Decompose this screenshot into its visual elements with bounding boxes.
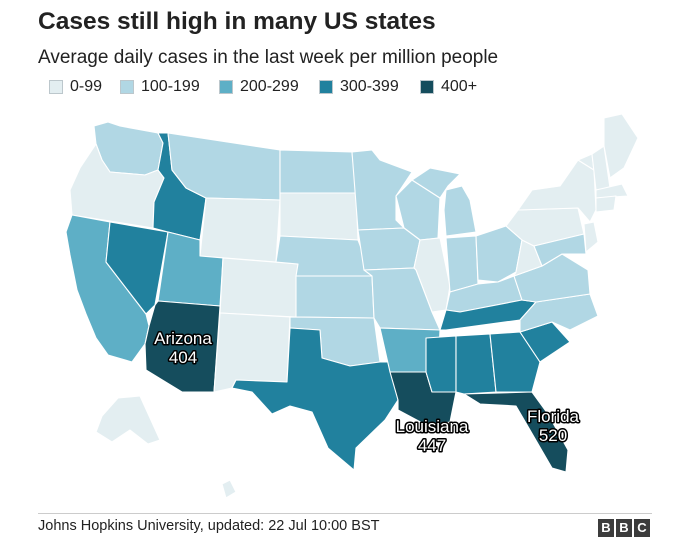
arizona-label-value: 404 (169, 348, 197, 367)
arizona-label-name: Arizona (154, 329, 212, 348)
state-nevada (105, 221, 169, 315)
chart-title: Cases still high in many US states (38, 8, 436, 35)
state-connecticut (595, 195, 617, 213)
state-texas (231, 327, 399, 471)
state-alaska (95, 395, 161, 445)
bbc-logo-letter-3: C (634, 519, 650, 537)
legend-swatch-300-399 (319, 80, 333, 94)
bbc-logo-letter-2: B (616, 519, 632, 537)
legend-swatch-200-299 (219, 80, 233, 94)
legend-swatch-0-99 (49, 80, 63, 94)
legend-swatch-400-plus (420, 80, 434, 94)
state-indiana (445, 235, 479, 293)
legend-label-100-199: 100-199 (141, 78, 200, 95)
bbc-logo-letter-1: B (598, 519, 614, 537)
legend-label-200-299: 200-299 (240, 78, 299, 95)
florida-label-value: 520 (539, 426, 567, 445)
legend-swatch-100-199 (120, 80, 134, 94)
chart-subtitle: Average daily cases in the last week per… (38, 47, 499, 68)
footer-divider (38, 513, 652, 514)
source-note: Johns Hopkins University, updated: 22 Ju… (38, 518, 380, 534)
state-wyoming (199, 197, 281, 263)
state-north-dakota (279, 149, 357, 194)
state-massachusetts (595, 183, 629, 199)
louisiana-label-value: 447 (418, 436, 446, 455)
state-michigan-upper (411, 167, 461, 199)
state-michigan-lower (443, 185, 477, 237)
state-iowa (357, 227, 421, 271)
state-new-jersey (583, 221, 599, 253)
legend-label-300-399: 300-399 (340, 78, 399, 95)
state-mississippi (425, 335, 457, 393)
legend-label-400-plus: 400+ (441, 78, 478, 95)
state-kansas (295, 275, 375, 319)
state-georgia (489, 331, 541, 393)
state-south-dakota (279, 192, 359, 241)
state-maryland (533, 233, 587, 267)
state-colorado (219, 257, 299, 318)
state-hawaii (221, 479, 237, 499)
state-alabama (455, 333, 497, 395)
state-florida (463, 391, 569, 473)
louisiana-label-name: Louisiana (396, 417, 469, 436)
florida-label-name: Florida (527, 407, 580, 426)
state-maine (603, 113, 639, 179)
legend-label-0-99: 0-99 (70, 78, 103, 95)
